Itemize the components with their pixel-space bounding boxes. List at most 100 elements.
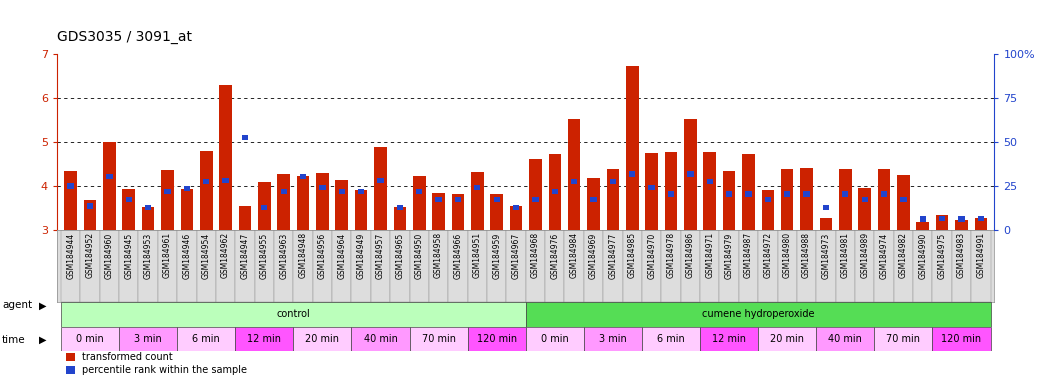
Bar: [300, 174, 306, 179]
Bar: [371, 230, 390, 302]
Text: 3 min: 3 min: [134, 334, 162, 344]
Bar: [878, 169, 891, 230]
Bar: [219, 84, 231, 230]
Bar: [122, 189, 135, 230]
Bar: [493, 197, 500, 202]
Text: 6 min: 6 min: [657, 334, 685, 344]
Bar: [239, 206, 251, 230]
Bar: [952, 230, 972, 302]
Bar: [338, 189, 345, 194]
Bar: [61, 326, 119, 351]
Bar: [661, 230, 681, 302]
Text: GSM184949: GSM184949: [357, 232, 365, 278]
Bar: [800, 169, 813, 230]
Bar: [297, 176, 309, 230]
Bar: [704, 152, 716, 230]
Bar: [216, 230, 236, 302]
Text: GSM184964: GSM184964: [337, 232, 347, 278]
Bar: [913, 230, 932, 302]
Bar: [448, 230, 468, 302]
Text: GSM184970: GSM184970: [647, 232, 656, 278]
Bar: [177, 326, 236, 351]
Text: GSM184983: GSM184983: [957, 232, 966, 278]
Bar: [222, 178, 228, 184]
Bar: [565, 230, 583, 302]
Text: ▶: ▶: [39, 335, 47, 345]
Text: 12 min: 12 min: [712, 334, 746, 344]
Bar: [164, 189, 170, 194]
Bar: [583, 230, 603, 302]
Bar: [119, 326, 177, 351]
Bar: [936, 215, 949, 230]
Bar: [474, 185, 481, 190]
Text: GSM184971: GSM184971: [705, 232, 714, 278]
Text: 120 min: 120 min: [476, 334, 517, 344]
Bar: [84, 200, 97, 230]
Bar: [641, 326, 700, 351]
Bar: [722, 170, 735, 230]
Bar: [87, 203, 93, 209]
Bar: [294, 326, 352, 351]
Bar: [242, 135, 248, 140]
Bar: [416, 189, 422, 194]
Text: time: time: [2, 335, 26, 345]
Text: 70 min: 70 min: [421, 334, 456, 344]
Bar: [667, 191, 674, 197]
Text: GDS3035 / 3091_at: GDS3035 / 3091_at: [57, 30, 192, 44]
Text: GSM184957: GSM184957: [376, 232, 385, 278]
Text: GSM184973: GSM184973: [821, 232, 830, 278]
Bar: [649, 185, 655, 190]
Bar: [641, 230, 661, 302]
Bar: [839, 169, 851, 230]
Text: GSM184955: GSM184955: [260, 232, 269, 278]
Bar: [138, 230, 158, 302]
Text: GSM184989: GSM184989: [861, 232, 869, 278]
Bar: [972, 230, 990, 302]
Text: GSM184951: GSM184951: [473, 232, 482, 278]
Bar: [200, 151, 213, 230]
Text: GSM184946: GSM184946: [183, 232, 191, 278]
Bar: [975, 218, 987, 230]
Text: cumene hydroperoxide: cumene hydroperoxide: [702, 309, 815, 319]
Bar: [393, 207, 406, 230]
Bar: [726, 191, 732, 197]
Bar: [583, 326, 641, 351]
Bar: [874, 230, 894, 302]
Bar: [781, 169, 793, 230]
Bar: [274, 230, 294, 302]
Bar: [490, 194, 503, 230]
Text: 3 min: 3 min: [599, 334, 627, 344]
Text: GSM184978: GSM184978: [666, 232, 676, 278]
Bar: [623, 230, 641, 302]
Bar: [532, 197, 539, 202]
Bar: [758, 326, 816, 351]
Bar: [317, 173, 329, 230]
Text: GSM184959: GSM184959: [492, 232, 501, 278]
Bar: [126, 197, 132, 202]
Text: 70 min: 70 min: [886, 334, 921, 344]
Bar: [823, 205, 829, 210]
Bar: [897, 175, 909, 230]
Bar: [784, 191, 790, 197]
Text: GSM184979: GSM184979: [725, 232, 734, 278]
Text: 0 min: 0 min: [76, 334, 104, 344]
Bar: [609, 179, 616, 184]
Bar: [978, 215, 984, 221]
Text: GSM184987: GSM184987: [744, 232, 753, 278]
Bar: [917, 222, 929, 230]
Text: control: control: [276, 309, 310, 319]
Bar: [468, 230, 487, 302]
Text: GSM184944: GSM184944: [66, 232, 75, 278]
Bar: [548, 154, 562, 230]
Text: GSM184958: GSM184958: [434, 232, 443, 278]
Bar: [525, 302, 990, 326]
Text: ▶: ▶: [39, 300, 47, 310]
Bar: [358, 189, 364, 194]
Bar: [181, 189, 193, 230]
Text: GSM184947: GSM184947: [241, 232, 249, 278]
Bar: [603, 230, 623, 302]
Text: GSM184984: GSM184984: [570, 232, 578, 278]
Bar: [681, 230, 700, 302]
Text: GSM184991: GSM184991: [977, 232, 985, 278]
Text: 6 min: 6 min: [192, 334, 220, 344]
